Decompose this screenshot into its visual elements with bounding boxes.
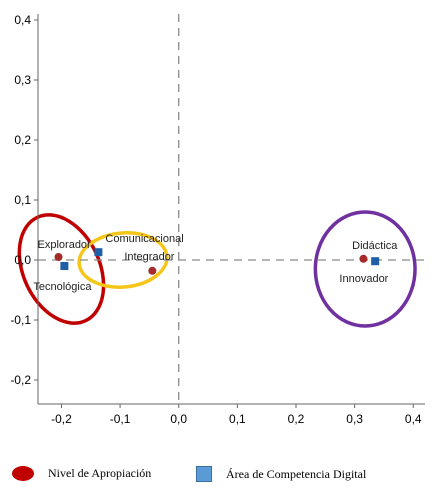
x-tick-label: 0,2: [288, 412, 305, 426]
point-area-competencia: [94, 248, 103, 257]
y-tick-label: -0,2: [10, 373, 31, 387]
legend-item-area: Área de Competencia Digital: [196, 466, 366, 482]
y-tick-label: 0,0: [14, 253, 31, 267]
legend-label-area: Área de Competencia Digital: [226, 466, 367, 481]
x-tick-label: -0,1: [110, 412, 131, 426]
x-tick-label: 0,0: [170, 412, 187, 426]
red-oval-icon: [12, 466, 34, 481]
scatter-chart: 0,4 0,3 0,2 0,1 0,0 -0,1 -0,2 -0,2 -0,1 0,0 0,1 0,2…: [10, 13, 425, 426]
point-label: Explorador: [38, 239, 92, 251]
y-tick-label: 0,4: [14, 13, 31, 27]
blue-square-icon: [196, 466, 212, 482]
y-tick-label: 0,2: [14, 133, 31, 147]
point-area-competencia: [371, 257, 380, 266]
group-ellipse: [77, 231, 169, 289]
group-ellipse: [313, 210, 417, 328]
x-tick-label: 0,3: [346, 412, 363, 426]
point-label: Didáctica: [352, 240, 398, 252]
data-points: [54, 248, 380, 275]
legend: Nivel de Apropiación Área de Competencia…: [0, 462, 443, 492]
y-tick-label: 0,1: [14, 193, 31, 207]
point-area-competencia: [60, 262, 69, 270]
y-tick-label: 0,3: [14, 73, 31, 87]
legend-label-nivel: Nivel de Apropiación: [48, 466, 152, 480]
point-nivel-apropiacion: [54, 253, 63, 261]
x-tick-label: -0,2: [51, 412, 72, 426]
y-tick-label: -0,1: [10, 313, 31, 327]
point-nivel-apropiacion: [359, 254, 368, 263]
legend-item-nivel: Nivel de Apropiación: [12, 466, 151, 481]
point-label: Innovador: [339, 273, 388, 285]
x-tick-label: 0,4: [405, 412, 422, 426]
x-tick-label: 0,1: [229, 412, 246, 426]
point-nivel-apropiacion: [148, 266, 157, 275]
axes: 0,4 0,3 0,2 0,1 0,0 -0,1 -0,2 -0,2 -0,1 0,0 0,1 0,2…: [10, 13, 425, 426]
data-labels: Explorador Integrador Innovador Tecnológica…: [33, 233, 398, 293]
point-label: Tecnológica: [33, 281, 92, 293]
point-label: Comunicacional: [105, 233, 183, 245]
point-label: Integrador: [124, 251, 174, 263]
